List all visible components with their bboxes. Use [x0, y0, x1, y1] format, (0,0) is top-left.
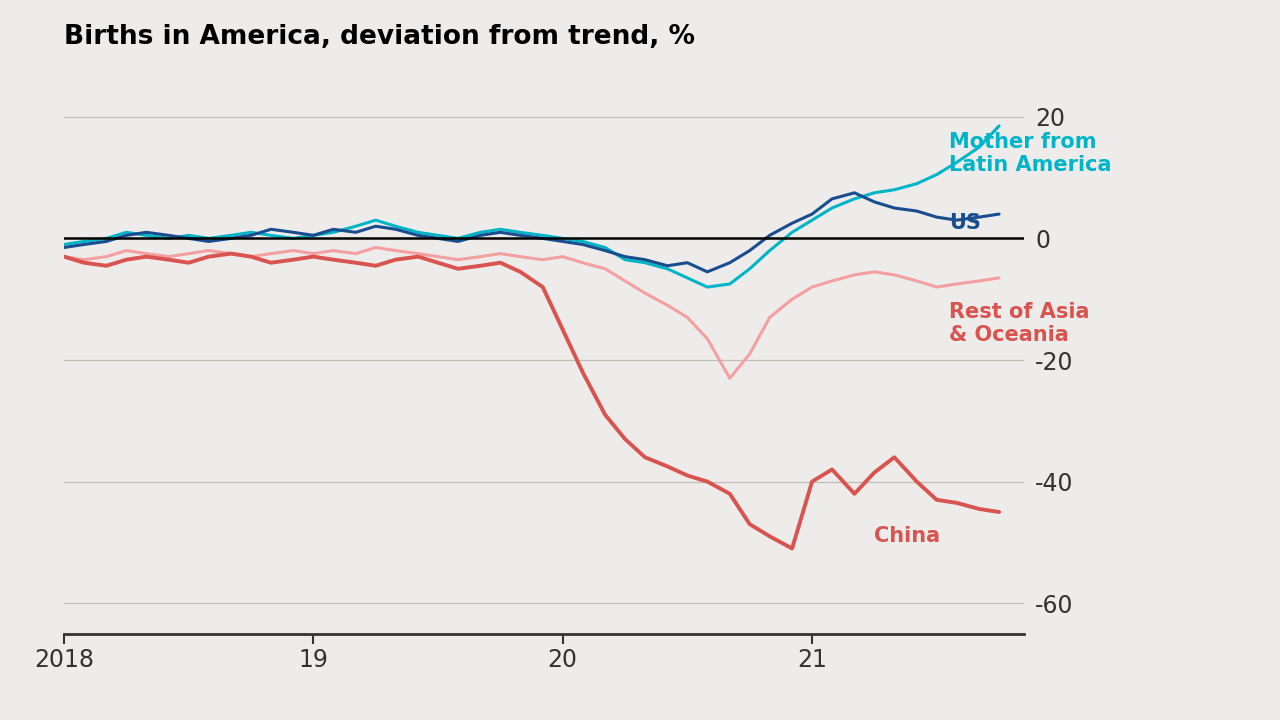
Text: Mother from
Latin America: Mother from Latin America	[950, 132, 1112, 175]
Text: US: US	[950, 213, 980, 233]
Text: China: China	[874, 526, 941, 546]
Text: Births in America, deviation from trend, %: Births in America, deviation from trend,…	[64, 24, 695, 50]
Text: Rest of Asia
& Oceania: Rest of Asia & Oceania	[950, 302, 1089, 345]
